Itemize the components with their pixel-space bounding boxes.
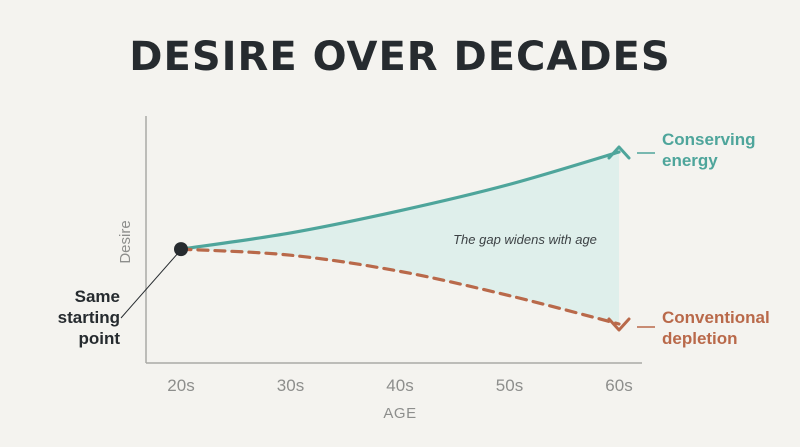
series-line-conserving — [179, 150, 621, 251]
start-point-leader — [120, 252, 179, 319]
series-label-line: energy — [662, 151, 718, 170]
x-tick-label: 30s — [277, 376, 304, 395]
page-title: DESIRE OVER DECADES — [129, 34, 671, 80]
series-line-conventional — [179, 247, 621, 326]
y-axis-label: Desire — [117, 220, 134, 263]
start-point-callout: Same starting point — [30, 286, 120, 349]
gap-area — [181, 152, 619, 324]
series-label-line: Conserving — [662, 130, 756, 149]
x-tick-label: 50s — [496, 376, 523, 395]
chevron-up-icon — [607, 145, 631, 160]
series-label-conserving: Conserving energy — [662, 129, 756, 171]
x-tick-label: 40s — [386, 376, 413, 395]
x-tick-labels: 20s 30s 40s 50s 60s — [167, 376, 632, 395]
x-axis-label: AGE — [383, 405, 416, 422]
callout-line: point — [78, 329, 120, 348]
gap-annotation: The gap widens with age — [453, 232, 597, 247]
x-tick-label: 20s — [167, 376, 194, 395]
series-label-conventional: Conventional depletion — [662, 307, 770, 349]
series-label-line: Conventional — [662, 308, 770, 327]
callout-line: Same — [74, 287, 120, 306]
callout-line: starting — [57, 308, 120, 327]
start-point-marker — [174, 242, 188, 257]
series-label-line: depletion — [662, 329, 738, 348]
x-tick-label: 60s — [605, 376, 632, 395]
chevron-down-icon — [607, 317, 631, 332]
